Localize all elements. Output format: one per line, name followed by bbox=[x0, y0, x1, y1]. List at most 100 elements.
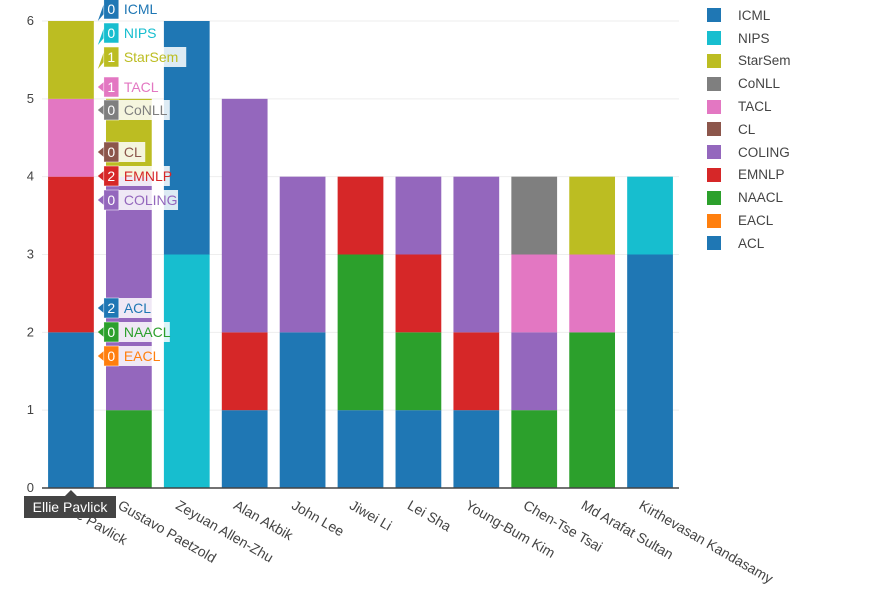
legend-label: ICML bbox=[738, 7, 771, 23]
hover-value: 0 bbox=[107, 144, 115, 160]
legend-item-conll[interactable]: CoNLL bbox=[707, 72, 791, 95]
hover-series-name: ICML bbox=[124, 1, 158, 17]
hover-series-name: CL bbox=[124, 144, 142, 160]
legend-label: NIPS bbox=[738, 30, 770, 46]
legend-item-cl[interactable]: CL bbox=[707, 118, 791, 141]
hover-label-starsem: 1 StarSem bbox=[97, 46, 187, 69]
hover-label-naacl: 0 NAACL bbox=[97, 321, 171, 343]
legend-item-tacl[interactable]: TACL bbox=[707, 95, 791, 118]
y-tick-label: 4 bbox=[27, 169, 34, 184]
bar-segment-coling-young-bum-kim[interactable] bbox=[453, 176, 500, 333]
hover-series-name: ACL bbox=[124, 300, 151, 316]
bar-segment-acl-kirthevasan-kandasamy[interactable] bbox=[627, 254, 673, 489]
legend-item-emnlp[interactable]: EMNLP bbox=[707, 164, 791, 187]
bar-segment-coling-lei-sha[interactable] bbox=[395, 176, 442, 255]
hover-name-box bbox=[118, 142, 146, 162]
hover-label-acl: 2 ACL bbox=[97, 297, 154, 319]
hover-pointer bbox=[97, 82, 104, 92]
legend-item-starsem[interactable]: StarSem bbox=[707, 50, 791, 73]
bar-segment-naacl-gustavo-paetzold[interactable] bbox=[105, 410, 152, 488]
bar-segment-acl-john-lee[interactable] bbox=[279, 332, 326, 488]
hover-label-cl: 0 CL bbox=[97, 141, 146, 163]
legend-item-acl[interactable]: ACL bbox=[707, 232, 791, 255]
axis-hover-label: Ellie Pavlick bbox=[33, 499, 109, 515]
bar-segment-coling-chen-tse-tsai[interactable] bbox=[511, 332, 558, 411]
legend-swatch bbox=[707, 122, 721, 137]
legend-item-naacl[interactable]: NAACL bbox=[707, 186, 791, 209]
legend-swatch bbox=[707, 213, 721, 228]
bar-segment-naacl-jiwei-li[interactable] bbox=[337, 254, 384, 411]
bar-segment-coling-john-lee[interactable] bbox=[279, 176, 326, 333]
hover-value: 0 bbox=[107, 324, 115, 340]
legend-swatch bbox=[707, 145, 721, 160]
legend-item-eacl[interactable]: EACL bbox=[707, 209, 791, 232]
bar-segment-emnlp-young-bum-kim[interactable] bbox=[453, 332, 500, 411]
bar-segment-conll-chen-tse-tsai[interactable] bbox=[511, 176, 558, 255]
bar-segment-naacl-lei-sha[interactable] bbox=[395, 332, 442, 411]
bar-segment-nips-zeyuan-allen-zhu[interactable] bbox=[163, 254, 210, 489]
hover-pointer bbox=[97, 303, 104, 313]
legend-item-coling[interactable]: COLING bbox=[707, 141, 791, 164]
bar-segment-acl-lei-sha[interactable] bbox=[395, 410, 442, 488]
legend-swatch bbox=[707, 31, 721, 46]
hover-pointer bbox=[97, 52, 104, 69]
bar-segment-starsem-md-arafat-sultan[interactable] bbox=[569, 176, 616, 255]
bar-segment-tacl-chen-tse-tsai[interactable] bbox=[511, 254, 558, 333]
y-tick-label: 6 bbox=[27, 13, 34, 28]
legend-label: EACL bbox=[738, 213, 774, 229]
x-tick-label: Gustavo Paetzold bbox=[115, 497, 219, 566]
hover-pointer bbox=[97, 4, 104, 21]
axis-hover-box bbox=[24, 496, 116, 518]
bar-segment-acl-jiwei-li[interactable] bbox=[337, 410, 384, 488]
bar-segment-emnlp-ellie-pavlick[interactable] bbox=[48, 176, 94, 333]
bars[interactable] bbox=[48, 21, 673, 488]
hover-label-tacl: 1 TACL bbox=[97, 76, 162, 98]
hover-pointer bbox=[97, 351, 104, 361]
hover-value: 0 bbox=[107, 348, 115, 364]
x-tick-label: Zeyuan Allen-Zhu bbox=[173, 497, 276, 566]
hover-series-name: COLING bbox=[124, 192, 178, 208]
hover-value: 2 bbox=[107, 168, 115, 184]
bar-segment-tacl-md-arafat-sultan[interactable] bbox=[569, 254, 616, 333]
axis-hover-tag: Ellie Pavlick bbox=[24, 490, 116, 518]
y-tick-label: 5 bbox=[27, 91, 34, 106]
legend-swatch bbox=[707, 167, 721, 182]
y-tick-label: 1 bbox=[27, 402, 34, 417]
hover-name-box bbox=[118, 77, 162, 97]
bar-segment-starsem-ellie-pavlick[interactable] bbox=[48, 21, 94, 99]
bar-segment-emnlp-jiwei-li[interactable] bbox=[337, 176, 384, 255]
legend-swatch bbox=[707, 76, 721, 91]
hover-label-icml: 0 ICML bbox=[97, 0, 162, 21]
legend[interactable]: ICML NIPS StarSem CoNLL TACL CL COLING EMNLP NAA… bbox=[707, 4, 791, 255]
bar-segment-nips-kirthevasan-kandasamy[interactable] bbox=[627, 176, 673, 255]
legend-item-nips[interactable]: NIPS bbox=[707, 27, 791, 50]
hover-label-emnlp: 2 EMNLP bbox=[97, 165, 172, 187]
hover-name-box bbox=[118, 190, 179, 210]
hover-pointer bbox=[97, 195, 104, 205]
hover-label-eacl: 0 EACL bbox=[97, 345, 162, 367]
bar-segment-emnlp-alan-akbik[interactable] bbox=[221, 332, 268, 411]
legend-label: EMNLP bbox=[738, 167, 785, 183]
bar-segment-acl-ellie-pavlick[interactable] bbox=[48, 332, 94, 488]
bar-segment-emnlp-lei-sha[interactable] bbox=[395, 254, 442, 333]
legend-label: COLING bbox=[738, 144, 790, 160]
bar-segment-acl-young-bum-kim[interactable] bbox=[453, 410, 500, 488]
hover-name-box bbox=[118, 346, 162, 366]
y-tick-label: 2 bbox=[27, 324, 34, 339]
bar-segment-naacl-md-arafat-sultan[interactable] bbox=[569, 332, 616, 488]
bar-segment-coling-gustavo-paetzold[interactable] bbox=[105, 176, 152, 411]
legend-swatch bbox=[707, 190, 721, 205]
legend-label: StarSem bbox=[738, 53, 791, 69]
hover-name-box bbox=[118, 47, 187, 67]
legend-swatch bbox=[707, 236, 721, 251]
legend-item-icml[interactable]: ICML bbox=[707, 4, 791, 27]
hover-value: 2 bbox=[107, 300, 115, 316]
bar-segment-tacl-ellie-pavlick[interactable] bbox=[48, 98, 94, 177]
legend-label: CoNLL bbox=[738, 76, 781, 92]
y-tick-label: 0 bbox=[27, 480, 34, 495]
bar-segment-acl-alan-akbik[interactable] bbox=[221, 410, 268, 488]
bar-segment-naacl-chen-tse-tsai[interactable] bbox=[511, 410, 558, 488]
bar-segment-coling-alan-akbik[interactable] bbox=[221, 98, 268, 333]
hover-series-name: CoNLL bbox=[124, 102, 168, 118]
